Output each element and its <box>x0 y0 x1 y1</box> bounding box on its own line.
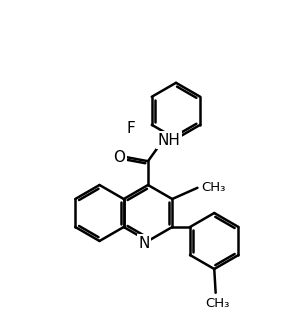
Text: N: N <box>138 236 150 250</box>
Text: NH: NH <box>158 133 180 148</box>
Text: CH₃: CH₃ <box>205 297 230 310</box>
Text: O: O <box>114 149 126 164</box>
Text: F: F <box>126 121 135 137</box>
Text: CH₃: CH₃ <box>201 181 226 194</box>
